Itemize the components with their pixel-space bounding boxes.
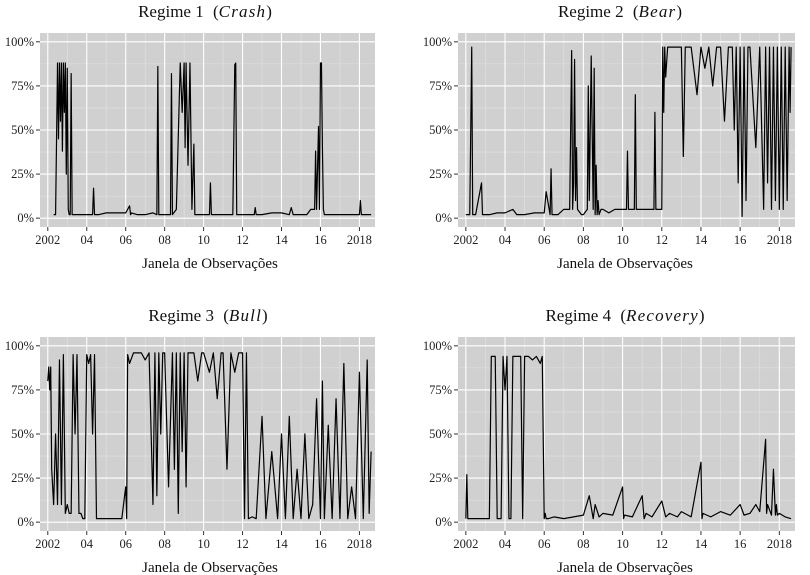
- x-tick-label: 04: [80, 233, 93, 247]
- x-tick-label: 04: [499, 233, 512, 247]
- y-tick-label: 0%: [435, 211, 452, 225]
- panel-1-title-italic: Crash: [219, 2, 267, 21]
- x-tick-label: 2018: [347, 233, 372, 247]
- panel-4-ticks: 0% 25% 50% 75% 100% 2002 04 06 08 10 12 14 16 2018: [423, 339, 792, 551]
- x-tick-label: 2002: [453, 233, 478, 247]
- x-tick-label: 10: [616, 537, 629, 551]
- y-tick-label: 25%: [429, 167, 452, 181]
- x-tick-label: 10: [616, 233, 629, 247]
- x-tick-label: 16: [734, 537, 747, 551]
- y-tick-label: 75%: [11, 79, 34, 93]
- panel-1-title-prefix: Regime 1: [138, 2, 204, 21]
- y-tick-label: 0%: [17, 211, 34, 225]
- panel-3-ticks: 0% 25% 50% 75% 100% 2002 04 06 08 10 12 14 16 2018: [5, 339, 372, 551]
- x-tick-label: 06: [119, 233, 132, 247]
- panel-4-grid: [458, 337, 795, 531]
- panel-4-x-axis-label: Janela de Observações: [557, 560, 693, 575]
- panel-1-grid: [40, 33, 375, 227]
- panel-1-series-line: [53, 62, 372, 216]
- y-tick-label: 50%: [11, 427, 34, 441]
- x-tick-label: 04: [80, 537, 93, 551]
- panel-4-title-italic: Recovery: [625, 306, 699, 325]
- x-tick-label: 08: [158, 233, 171, 247]
- panel-2-title-italic: Bear: [639, 2, 677, 21]
- panel-3-x-axis-label: Janela de Observações: [142, 560, 278, 575]
- panel-2-series-line: [465, 46, 792, 218]
- y-tick-label: 25%: [429, 471, 452, 485]
- y-tick-label: 75%: [429, 79, 452, 93]
- panel-4-title: Regime 4 (Recovery): [545, 306, 704, 325]
- x-tick-label: 16: [734, 233, 747, 247]
- panel-4-title-prefix: Regime 4: [545, 306, 611, 325]
- x-tick-label: 12: [236, 537, 249, 551]
- x-tick-label: 12: [236, 233, 249, 247]
- x-tick-label: 2002: [453, 537, 478, 551]
- x-tick-label: 06: [538, 233, 551, 247]
- y-tick-label: 100%: [423, 339, 452, 353]
- x-tick-label: 04: [499, 537, 512, 551]
- panel-3-title-italic: Bull: [229, 306, 262, 325]
- x-tick-label: 2018: [347, 537, 372, 551]
- panel-1-title: Regime 1 (Crash): [138, 2, 272, 21]
- x-tick-label: 06: [538, 537, 551, 551]
- x-tick-label: 16: [314, 537, 327, 551]
- x-tick-label: 14: [695, 233, 708, 247]
- x-tick-label: 08: [577, 233, 590, 247]
- panel-2-title-prefix: Regime 2: [558, 2, 624, 21]
- panel-1-ticks: 0% 25% 50% 75% 100% 2002 04 06 08 10 12 14 16 2018: [5, 35, 372, 247]
- x-tick-label: 12: [656, 537, 669, 551]
- panel-2-x-axis-label: Janela de Observações: [557, 256, 693, 272]
- panel-2-title: Regime 2 (Bear): [558, 2, 682, 21]
- y-tick-label: 25%: [11, 167, 34, 181]
- x-tick-label: 16: [314, 233, 327, 247]
- x-tick-label: 06: [119, 537, 132, 551]
- y-tick-label: 100%: [5, 339, 34, 353]
- x-tick-label: 10: [197, 537, 210, 551]
- panel-3-series-line: [47, 352, 372, 520]
- y-tick-label: 50%: [429, 427, 452, 441]
- panel-3-title-prefix: Regime 3: [148, 306, 214, 325]
- panel-regime-2: Regime 2 (Bear) 0%25%50%75%100%2002 04 06 0…: [423, 2, 795, 272]
- x-tick-label: 14: [275, 537, 288, 551]
- x-tick-label: 14: [275, 233, 288, 247]
- x-tick-label: 08: [158, 537, 171, 551]
- x-tick-label: 2018: [767, 233, 792, 247]
- y-tick-label: 75%: [11, 383, 34, 397]
- y-tick-label: 75%: [429, 383, 452, 397]
- y-tick-label: 50%: [11, 123, 34, 137]
- panel-1-x-axis-label: Janela de Observações: [142, 256, 278, 272]
- panel-regime-3: Regime 3 (Bull) 0%25%50%75%100%2002 04 06 0…: [5, 306, 375, 575]
- x-tick-label: 2018: [767, 537, 792, 551]
- y-tick-label: 100%: [5, 35, 34, 49]
- x-tick-label: 2002: [35, 537, 60, 551]
- panel-regime-1: Regime 1 (Crash) 0% 25% 50% 75% 100% 2002 04 06…: [5, 2, 375, 272]
- panel-regime-4: Regime 4 (Recovery) 0%25%50%75%100%2002 0…: [423, 306, 795, 575]
- x-tick-label: 14: [695, 537, 708, 551]
- panel-2-ticks: 0% 25% 50% 75% 100% 2002 04 06 08 10 12 14 16 2018: [423, 35, 792, 247]
- y-tick-label: 0%: [17, 515, 34, 529]
- y-tick-label: 0%: [435, 515, 452, 529]
- y-tick-label: 50%: [429, 123, 452, 137]
- x-tick-label: 2002: [35, 233, 60, 247]
- panel-3-title: Regime 3 (Bull): [148, 306, 267, 325]
- y-tick-label: 100%: [423, 35, 452, 49]
- x-tick-label: 10: [197, 233, 210, 247]
- x-tick-label: 12: [656, 233, 669, 247]
- x-tick-label: 08: [577, 537, 590, 551]
- y-tick-label: 25%: [11, 471, 34, 485]
- panel-4-series-line: [465, 355, 792, 520]
